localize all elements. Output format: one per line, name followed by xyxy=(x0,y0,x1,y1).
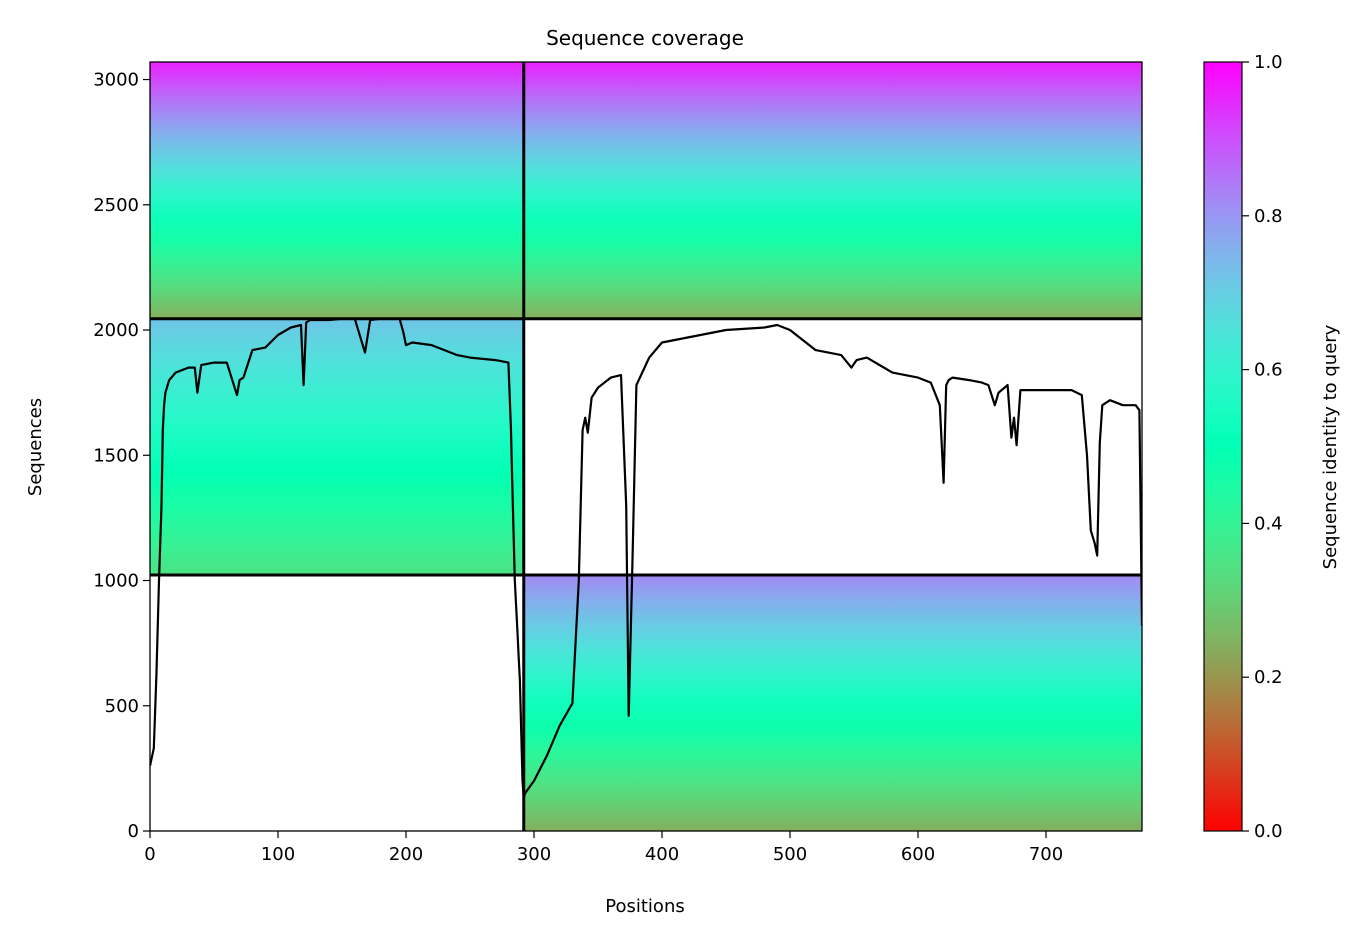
x-tick-label: 600 xyxy=(901,844,935,865)
colorbar-tick-label: 0.0 xyxy=(1254,821,1283,842)
colorbar-label: Sequence identity to query xyxy=(1320,324,1341,569)
y-axis: 0 500 1000 1500 2000 2500 3000 xyxy=(93,70,150,842)
heatmap-block-1 xyxy=(150,318,524,576)
y-tick-label: 2500 xyxy=(93,195,139,216)
x-tick-label: 100 xyxy=(261,844,295,865)
y-tick-label: 0 xyxy=(128,821,139,842)
y-tick-label: 1500 xyxy=(93,445,139,466)
x-tick-label: 300 xyxy=(517,844,551,865)
colorbar-tick-label: 0.8 xyxy=(1254,206,1283,227)
coverage-line-group xyxy=(150,317,1142,800)
coverage-line xyxy=(150,317,1142,800)
colorbar-tick-label: 0.2 xyxy=(1254,667,1283,688)
heatmap-block-3 xyxy=(150,62,524,319)
colorbar: 0.0 0.2 0.4 0.6 0.8 1.0 xyxy=(1203,52,1283,842)
x-tick-label: 500 xyxy=(773,844,807,865)
colorbar-gradient xyxy=(1203,61,1243,832)
y-tick-label: 3000 xyxy=(93,70,139,91)
colorbar-tick-label: 0.6 xyxy=(1254,360,1283,381)
x-axis: 0 100 200 300 400 500 600 700 xyxy=(144,831,1063,865)
y-tick-label: 1000 xyxy=(93,571,139,592)
coverage-heatmap xyxy=(150,62,1142,831)
heatmap-block-2 xyxy=(523,575,1142,831)
x-axis-label: Positions xyxy=(605,896,684,917)
x-tick-label: 200 xyxy=(389,844,423,865)
x-tick-label: 400 xyxy=(645,844,679,865)
block-separators xyxy=(150,62,1142,831)
y-tick-label: 500 xyxy=(105,696,139,717)
colorbar-tick-label: 1.0 xyxy=(1254,52,1283,73)
plot-frame xyxy=(149,61,1143,832)
heatmap-block-4 xyxy=(523,62,1142,319)
y-tick-label: 2000 xyxy=(93,320,139,341)
x-tick-label: 700 xyxy=(1029,844,1063,865)
y-axis-label: Sequences xyxy=(25,398,46,496)
chart-title: Sequence coverage xyxy=(546,26,744,50)
colorbar-tick-label: 0.4 xyxy=(1254,513,1283,534)
x-tick-label: 0 xyxy=(144,844,155,865)
